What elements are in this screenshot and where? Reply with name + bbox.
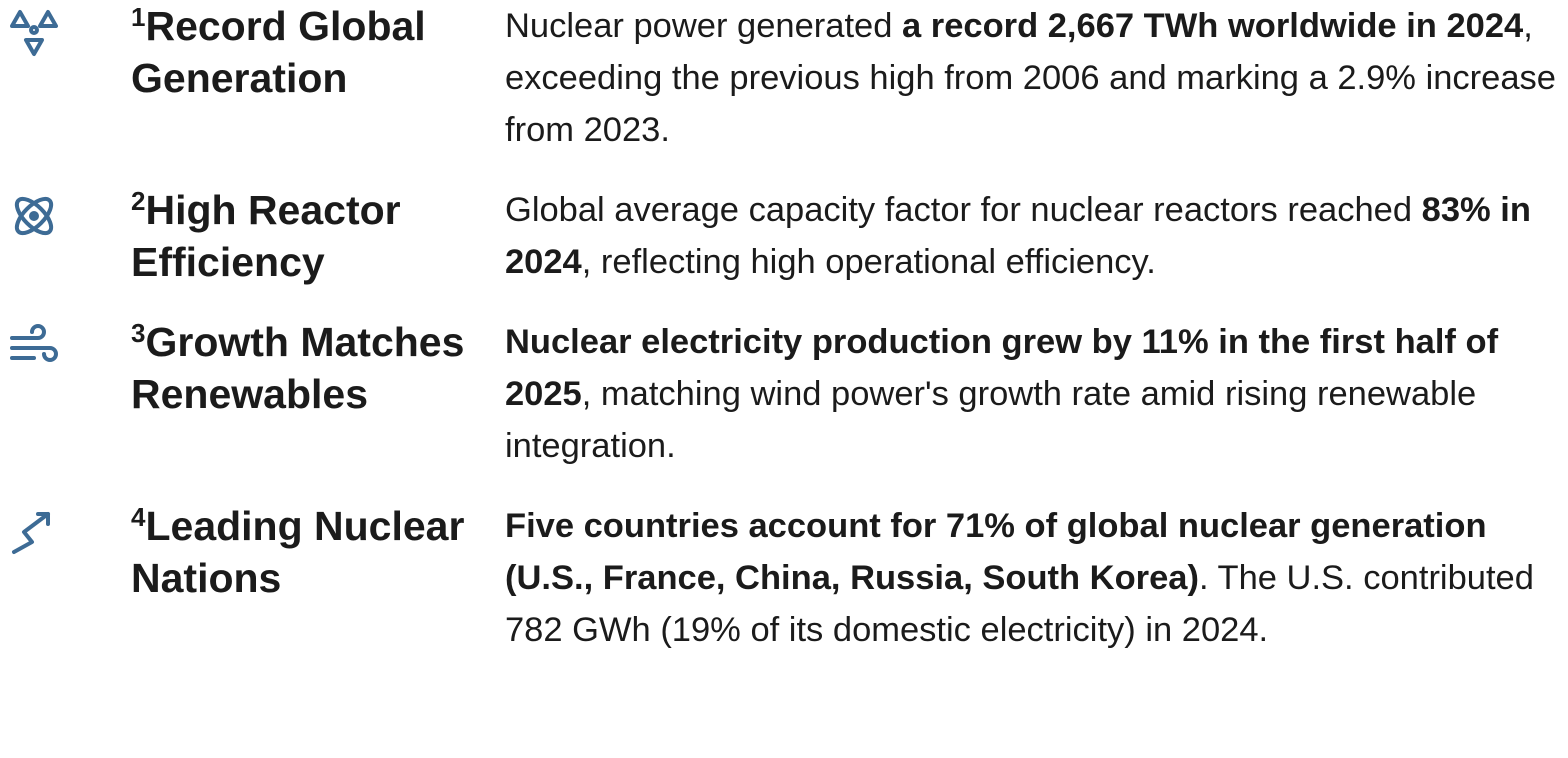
item-heading: 2High Reactor Efficiency <box>131 184 505 288</box>
body-text: Global average capacity factor for nucle… <box>505 191 1422 229</box>
highlight: a record 2,667 TWh worldwide in 2024 <box>902 7 1524 45</box>
item-body: Nuclear power generated a record 2,667 T… <box>505 0 1565 156</box>
icon <box>10 324 58 362</box>
icon-cell <box>0 184 131 247</box>
icon-cell <box>0 0 131 63</box>
item-body: Five countries account for 71% of global… <box>505 500 1565 656</box>
item-number: 4 <box>131 502 146 532</box>
icon-cell <box>0 500 131 563</box>
highlight: Nuclear electricity production grew by 1… <box>505 323 1499 413</box>
icon <box>12 512 50 554</box>
body-text: Nuclear power generated <box>505 7 902 45</box>
item-heading: 3Growth Matches Renewables <box>131 316 505 420</box>
item-title: Record Global Generation <box>131 3 426 101</box>
body-text: , exceeding the previous high from 2006 … <box>505 7 1556 149</box>
icon-cell <box>0 316 131 379</box>
list-item: 4Leading Nuclear Nations Five countries a… <box>0 500 1568 656</box>
body-text: , matching wind power's growth rate amid… <box>505 375 1477 465</box>
item-body: Global average capacity factor for nucle… <box>505 184 1565 288</box>
body-text: , reflecting high operational efficiency… <box>581 243 1156 281</box>
icon <box>10 10 58 56</box>
item-number: 3 <box>131 318 146 348</box>
item-number: 2 <box>131 186 146 216</box>
item-body: Nuclear electricity production grew by 1… <box>505 316 1565 472</box>
item-title: Growth Matches Renewables <box>131 319 465 417</box>
item-list: 1Record Global Generation Nuclear power g… <box>0 0 1568 656</box>
item-heading: 1Record Global Generation <box>131 0 505 104</box>
item-heading: 4Leading Nuclear Nations <box>131 500 505 604</box>
item-title: Leading Nuclear Nations <box>131 503 465 601</box>
list-item: 3Growth Matches Renewables Nuclear electr… <box>0 316 1568 472</box>
highlight: 83% in 2024 <box>505 191 1531 281</box>
icon <box>14 196 54 236</box>
item-title: High Reactor Efficiency <box>131 187 401 285</box>
list-item: 1Record Global Generation Nuclear power g… <box>0 0 1568 156</box>
highlight: Five countries account for 71% of global… <box>505 507 1487 597</box>
item-number: 1 <box>131 2 146 32</box>
list-item: 2High Reactor Efficiency Global average c… <box>0 184 1568 288</box>
body-text: . The U.S. contributed 782 GWh (19% of i… <box>505 559 1534 649</box>
